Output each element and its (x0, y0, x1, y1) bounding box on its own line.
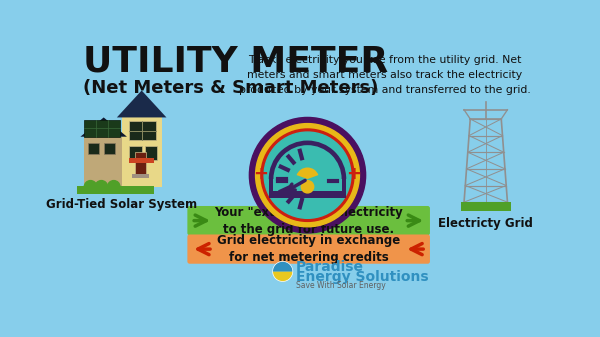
Text: Grid-Tied Solar System: Grid-Tied Solar System (46, 198, 197, 211)
Bar (84, 137, 123, 187)
Text: Energy Solutions: Energy Solutions (296, 270, 428, 284)
Text: Electricty Grid: Electricty Grid (439, 217, 533, 230)
Polygon shape (80, 117, 127, 137)
Bar (461, 202, 511, 211)
FancyBboxPatch shape (269, 179, 346, 198)
FancyBboxPatch shape (187, 206, 430, 235)
FancyBboxPatch shape (187, 235, 430, 264)
Text: (Net Meters & Smart Meters): (Net Meters & Smart Meters) (83, 79, 378, 97)
Text: +: + (347, 165, 361, 183)
FancyBboxPatch shape (274, 179, 341, 191)
Polygon shape (117, 91, 166, 117)
Circle shape (95, 181, 107, 193)
Wedge shape (269, 141, 346, 179)
Bar (136, 152, 146, 174)
Text: UTILITY METER: UTILITY METER (83, 45, 388, 79)
Circle shape (250, 117, 365, 233)
Bar (129, 121, 155, 140)
Bar (133, 174, 149, 178)
Text: Save With Solar Energy: Save With Solar Energy (296, 281, 386, 290)
Circle shape (107, 181, 120, 193)
Bar (129, 158, 154, 163)
Circle shape (256, 124, 359, 227)
Text: +: + (254, 165, 269, 183)
Bar (88, 143, 99, 154)
Text: Grid electricity in exchange
for net metering credits: Grid electricity in exchange for net met… (217, 234, 400, 264)
Text: Paradise: Paradise (296, 260, 364, 274)
Circle shape (261, 129, 354, 221)
Wedge shape (296, 167, 319, 179)
Bar (84, 120, 120, 137)
Bar (77, 186, 154, 194)
Bar (145, 146, 157, 160)
Circle shape (301, 181, 314, 193)
Circle shape (264, 132, 351, 218)
Wedge shape (272, 262, 293, 271)
Bar (104, 143, 115, 154)
Bar (129, 146, 142, 160)
Wedge shape (272, 271, 293, 281)
Text: Your "extra" solar electricity
to the grid for future use.: Your "extra" solar electricity to the gr… (214, 206, 403, 236)
Circle shape (84, 181, 97, 193)
Wedge shape (274, 145, 341, 179)
Text: Tracks electricity you use from the utility grid. Net
meters and smart meters al: Tracks electricity you use from the util… (239, 55, 531, 95)
Bar (121, 117, 162, 187)
